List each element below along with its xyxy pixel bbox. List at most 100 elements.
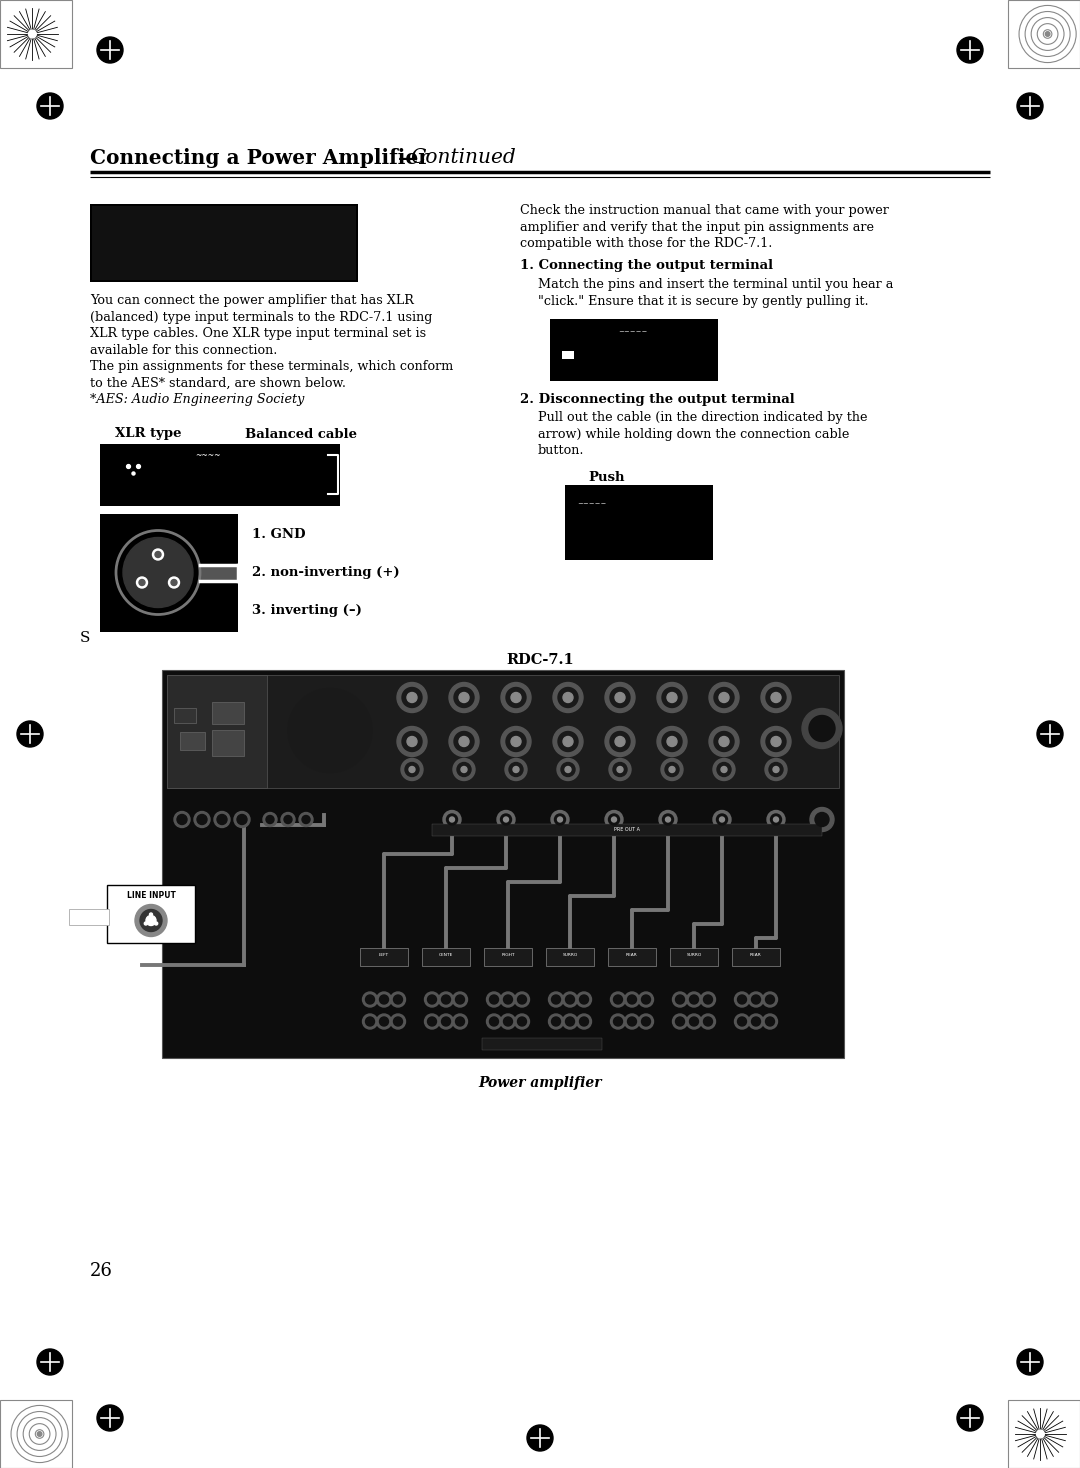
Circle shape — [661, 759, 683, 781]
Bar — [422, 947, 470, 966]
Circle shape — [461, 766, 467, 772]
Circle shape — [511, 737, 521, 747]
Circle shape — [391, 1014, 405, 1029]
Circle shape — [667, 737, 677, 747]
Bar — [0, 1400, 72, 1468]
Text: amplifier and verify that the input pin assignments are: amplifier and verify that the input pin … — [519, 220, 874, 233]
Circle shape — [154, 922, 158, 925]
Bar — [92, 206, 356, 280]
Circle shape — [397, 683, 427, 712]
Circle shape — [97, 1405, 123, 1431]
Bar — [107, 885, 195, 942]
Text: S: S — [80, 631, 91, 644]
Circle shape — [438, 992, 454, 1007]
Circle shape — [507, 731, 526, 752]
Text: XLR type cables. One XLR type input terminal set is: XLR type cables. One XLR type input term… — [90, 327, 427, 341]
Circle shape — [365, 1017, 375, 1026]
Circle shape — [365, 995, 375, 1004]
Circle shape — [446, 813, 458, 825]
Circle shape — [610, 992, 625, 1007]
Circle shape — [500, 1014, 515, 1029]
Text: compatible with those for the RDC-7.1.: compatible with those for the RDC-7.1. — [519, 236, 772, 250]
Circle shape — [708, 727, 739, 756]
Circle shape — [497, 810, 515, 828]
Text: to the AES* standard, are shown below.: to the AES* standard, are shown below. — [90, 376, 346, 389]
Circle shape — [424, 992, 440, 1007]
Circle shape — [605, 810, 623, 828]
Circle shape — [610, 731, 630, 752]
Text: "click." Ensure that it is secure by gently pulling it.: "click." Ensure that it is secure by gen… — [538, 295, 868, 307]
Circle shape — [284, 816, 292, 824]
Circle shape — [552, 1017, 561, 1026]
Circle shape — [322, 722, 338, 738]
Circle shape — [773, 766, 779, 772]
Text: Pull out the cable (in the direction indicated by the: Pull out the cable (in the direction ind… — [538, 411, 867, 424]
Circle shape — [489, 1017, 499, 1026]
Circle shape — [761, 727, 791, 756]
Circle shape — [171, 580, 177, 586]
Circle shape — [501, 727, 531, 756]
Bar — [90, 204, 357, 282]
Circle shape — [549, 1014, 564, 1029]
Text: Continued: Continued — [410, 148, 516, 167]
Circle shape — [577, 1014, 592, 1029]
Circle shape — [605, 683, 635, 712]
Circle shape — [503, 1017, 513, 1026]
Text: XLR type: XLR type — [114, 427, 181, 440]
Bar — [174, 708, 195, 722]
Bar — [565, 484, 713, 559]
Circle shape — [815, 812, 829, 826]
Bar — [546, 947, 594, 966]
Circle shape — [549, 992, 564, 1007]
Circle shape — [563, 992, 578, 1007]
Circle shape — [513, 766, 519, 772]
Text: —: — — [399, 148, 418, 167]
Circle shape — [563, 737, 573, 747]
Circle shape — [517, 1017, 527, 1026]
Circle shape — [197, 815, 207, 825]
Text: Power amplifier: Power amplifier — [478, 1076, 602, 1089]
Bar — [482, 1038, 602, 1050]
Circle shape — [673, 992, 688, 1007]
Text: 2. Disconnecting the output terminal: 2. Disconnecting the output terminal — [519, 393, 795, 407]
Circle shape — [561, 762, 575, 777]
Text: ~~~~~: ~~~~~ — [618, 329, 647, 335]
Circle shape — [438, 1014, 454, 1029]
Circle shape — [675, 1017, 685, 1026]
Bar — [0, 0, 72, 68]
Circle shape — [449, 818, 455, 822]
Circle shape — [638, 1014, 653, 1029]
Circle shape — [363, 1014, 378, 1029]
Circle shape — [527, 1425, 553, 1450]
Circle shape — [719, 818, 725, 822]
Circle shape — [500, 992, 515, 1007]
Circle shape — [558, 731, 578, 752]
Bar — [608, 947, 656, 966]
Circle shape — [174, 812, 190, 828]
Circle shape — [135, 904, 167, 937]
Circle shape — [553, 683, 583, 712]
Bar — [180, 731, 205, 750]
Circle shape — [610, 687, 630, 708]
Circle shape — [234, 812, 249, 828]
Circle shape — [770, 813, 782, 825]
Bar — [562, 351, 573, 360]
Circle shape — [393, 995, 403, 1004]
Circle shape — [303, 705, 356, 756]
Circle shape — [501, 683, 531, 712]
Circle shape — [156, 552, 161, 558]
Circle shape — [762, 1014, 778, 1029]
Circle shape — [766, 1017, 774, 1026]
Circle shape — [613, 995, 622, 1004]
Circle shape — [687, 1014, 702, 1029]
Circle shape — [294, 694, 366, 766]
Circle shape — [565, 766, 571, 772]
Circle shape — [769, 762, 783, 777]
Circle shape — [752, 995, 760, 1004]
Circle shape — [738, 1017, 746, 1026]
Text: (balanced) type input terminals to the RDC-7.1 using: (balanced) type input terminals to the R… — [90, 311, 432, 323]
Text: Balanced cable: Balanced cable — [245, 427, 357, 440]
Bar — [360, 947, 408, 966]
Circle shape — [809, 715, 835, 741]
Circle shape — [377, 992, 391, 1007]
